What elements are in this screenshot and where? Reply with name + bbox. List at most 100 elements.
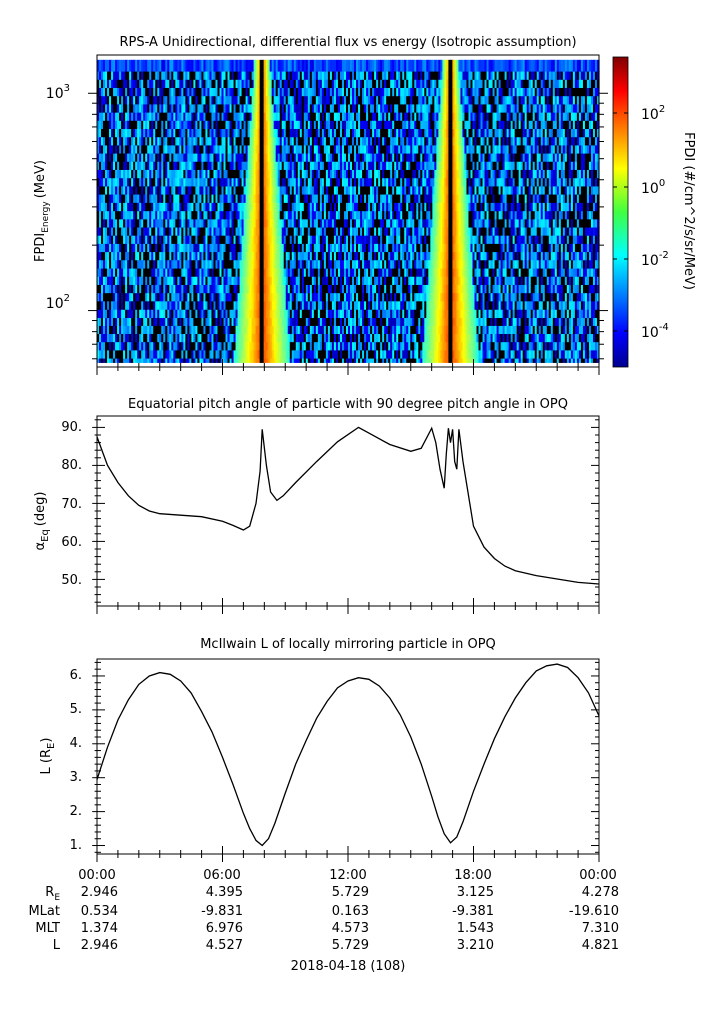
heatmap-cell xyxy=(233,185,237,195)
heatmap-cell xyxy=(149,136,152,146)
heatmap-cell xyxy=(187,243,190,253)
heatmap-cell xyxy=(335,292,339,302)
heatmap-cell xyxy=(309,333,313,343)
heatmap-cell xyxy=(111,128,114,138)
heatmap-cell xyxy=(253,235,257,244)
heatmap-cell xyxy=(331,194,335,203)
heatmap-cell xyxy=(307,136,311,146)
heatmap-cell xyxy=(255,144,259,154)
heatmap-cell xyxy=(321,333,325,343)
heatmap-cell xyxy=(191,251,194,261)
heatmap-cell xyxy=(209,300,213,310)
heatmap-cell xyxy=(199,300,203,310)
heatmap-cell xyxy=(283,284,287,294)
heatmap-cell xyxy=(121,103,124,113)
heatmap-cell xyxy=(185,292,188,302)
heatmap-cell xyxy=(169,185,172,195)
heatmap-cell xyxy=(309,128,313,138)
heatmap-cell xyxy=(97,251,100,261)
heatmap-cell xyxy=(97,349,100,359)
heatmap-cell xyxy=(283,153,287,162)
heatmap-cell xyxy=(275,292,279,302)
heatmap-cell xyxy=(307,128,311,138)
heatmap-cell xyxy=(305,185,309,195)
heatmap-cell xyxy=(119,210,122,220)
heatmap-cell xyxy=(315,333,319,343)
heatmap-cell xyxy=(283,349,287,359)
heatmap-cell xyxy=(231,136,235,146)
heatmap-cell xyxy=(145,210,148,220)
heatmap-cell xyxy=(139,317,142,326)
heatmap-cell xyxy=(195,87,198,97)
heatmap-cell xyxy=(291,71,295,80)
heatmap-cell xyxy=(301,358,305,363)
heatmap-cell xyxy=(203,235,207,244)
heatmap-cell xyxy=(231,268,235,277)
heatmap-cell xyxy=(348,235,351,244)
heatmap-cell xyxy=(173,103,176,113)
heatmap-cell xyxy=(185,243,188,253)
heatmap-cell xyxy=(317,71,321,80)
heatmap-cell xyxy=(339,333,343,343)
heatmap-cell xyxy=(273,194,277,203)
heatmap-cell xyxy=(251,276,255,285)
heatmap-cell xyxy=(267,259,271,269)
heatmap-cell xyxy=(247,251,251,261)
heatmap-cell xyxy=(249,128,253,138)
heatmap-cell xyxy=(161,71,164,80)
heatmap-cell xyxy=(173,358,176,363)
heatmap-cell xyxy=(111,227,114,236)
heatmap-cell xyxy=(191,79,194,88)
heatmap-cell xyxy=(309,103,313,113)
heatmap-cell xyxy=(135,210,138,220)
heatmap-cell xyxy=(251,341,255,351)
heatmap-cell xyxy=(319,161,323,170)
heatmap-cell xyxy=(163,276,166,285)
heatmap-cell xyxy=(149,358,152,363)
heatmap-cell xyxy=(223,95,227,105)
heatmap-cell xyxy=(179,128,182,138)
heatmap-cell xyxy=(321,284,325,294)
heatmap-cell xyxy=(151,153,154,162)
heatmap-cell xyxy=(321,59,325,72)
heatmap-cell xyxy=(245,333,249,343)
heatmap-cell xyxy=(275,185,279,195)
heatmap-cell xyxy=(305,284,309,294)
heatmap-cell xyxy=(143,120,146,130)
heatmap-cell xyxy=(253,227,257,236)
heatmap-cell xyxy=(295,128,299,138)
heatmap-cell xyxy=(317,120,321,130)
heatmap-cell xyxy=(211,112,215,121)
heatmap-cell xyxy=(323,284,327,294)
heatmap-cell xyxy=(171,317,174,326)
heatmap-cell xyxy=(281,87,285,97)
heatmap-cell xyxy=(139,120,142,130)
heatmap-cell xyxy=(241,333,245,343)
heatmap-cell xyxy=(285,284,289,294)
heatmap-cell xyxy=(125,112,128,121)
heatmap-cell xyxy=(199,325,203,335)
heatmap-cell xyxy=(241,317,245,326)
heatmap-cell xyxy=(131,103,134,113)
heatmap-cell xyxy=(229,227,233,236)
heatmap-cell xyxy=(321,153,325,162)
heatmap-cell xyxy=(211,71,215,80)
heatmap-cell xyxy=(231,103,235,113)
heatmap-cell xyxy=(315,251,319,261)
heatmap-cell xyxy=(145,59,148,72)
heatmap-cell xyxy=(201,259,205,269)
heatmap-cell xyxy=(127,120,130,130)
heatmap-cell xyxy=(269,169,273,179)
heatmap-cell xyxy=(161,144,164,154)
heatmap-cell xyxy=(331,112,335,121)
heatmap-cell xyxy=(271,358,275,363)
heatmap-cell xyxy=(333,144,337,154)
heatmap-cell xyxy=(257,210,261,220)
heatmap-cell xyxy=(141,259,144,269)
heatmap-cell xyxy=(99,227,102,236)
heatmap-cell xyxy=(251,309,255,319)
heatmap-cell xyxy=(297,349,301,359)
heatmap-cell xyxy=(163,87,166,97)
heatmap-cell xyxy=(131,202,134,212)
heatmap-cell xyxy=(137,333,140,343)
